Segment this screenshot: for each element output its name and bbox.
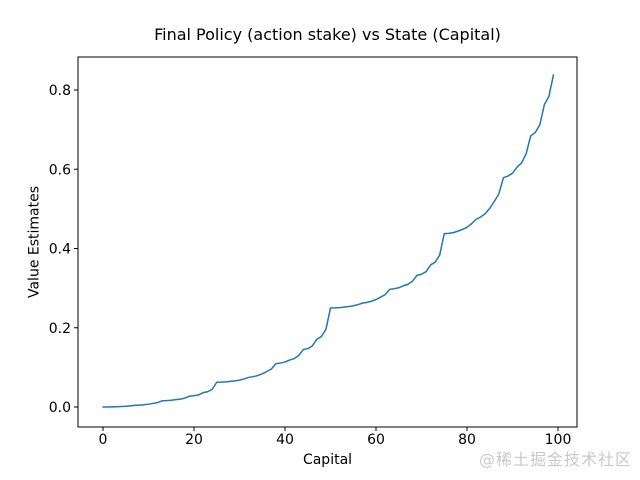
x-axis-ticks: 0 20 40 60 80 100	[99, 427, 572, 448]
y-tick-label: 0.2	[49, 321, 71, 337]
x-axis-label: Capital	[302, 452, 353, 468]
y-tick-label: 0.4	[49, 242, 71, 258]
y-tick-label: 0.0	[49, 400, 71, 416]
axes-frame	[77, 56, 578, 428]
x-tick-label: 0	[99, 432, 108, 448]
y-tick-label: 0.6	[49, 162, 71, 178]
x-tick-label: 80	[458, 432, 476, 448]
y-axis-ticks: 0.0 0.2 0.4 0.6 0.8	[49, 83, 78, 416]
x-tick-label: 40	[276, 432, 294, 448]
chart-title: Final Policy (action stake) vs State (Ca…	[154, 25, 501, 44]
y-tick-label: 0.8	[49, 83, 71, 99]
x-tick-label: 60	[367, 432, 385, 448]
value-estimates-line	[102, 74, 555, 408]
x-tick-label: 20	[185, 432, 203, 448]
x-tick-label: 100	[545, 432, 572, 448]
y-axis-label: Value Estimates	[26, 185, 43, 299]
watermark: @稀土掘金技术社区	[478, 450, 632, 469]
